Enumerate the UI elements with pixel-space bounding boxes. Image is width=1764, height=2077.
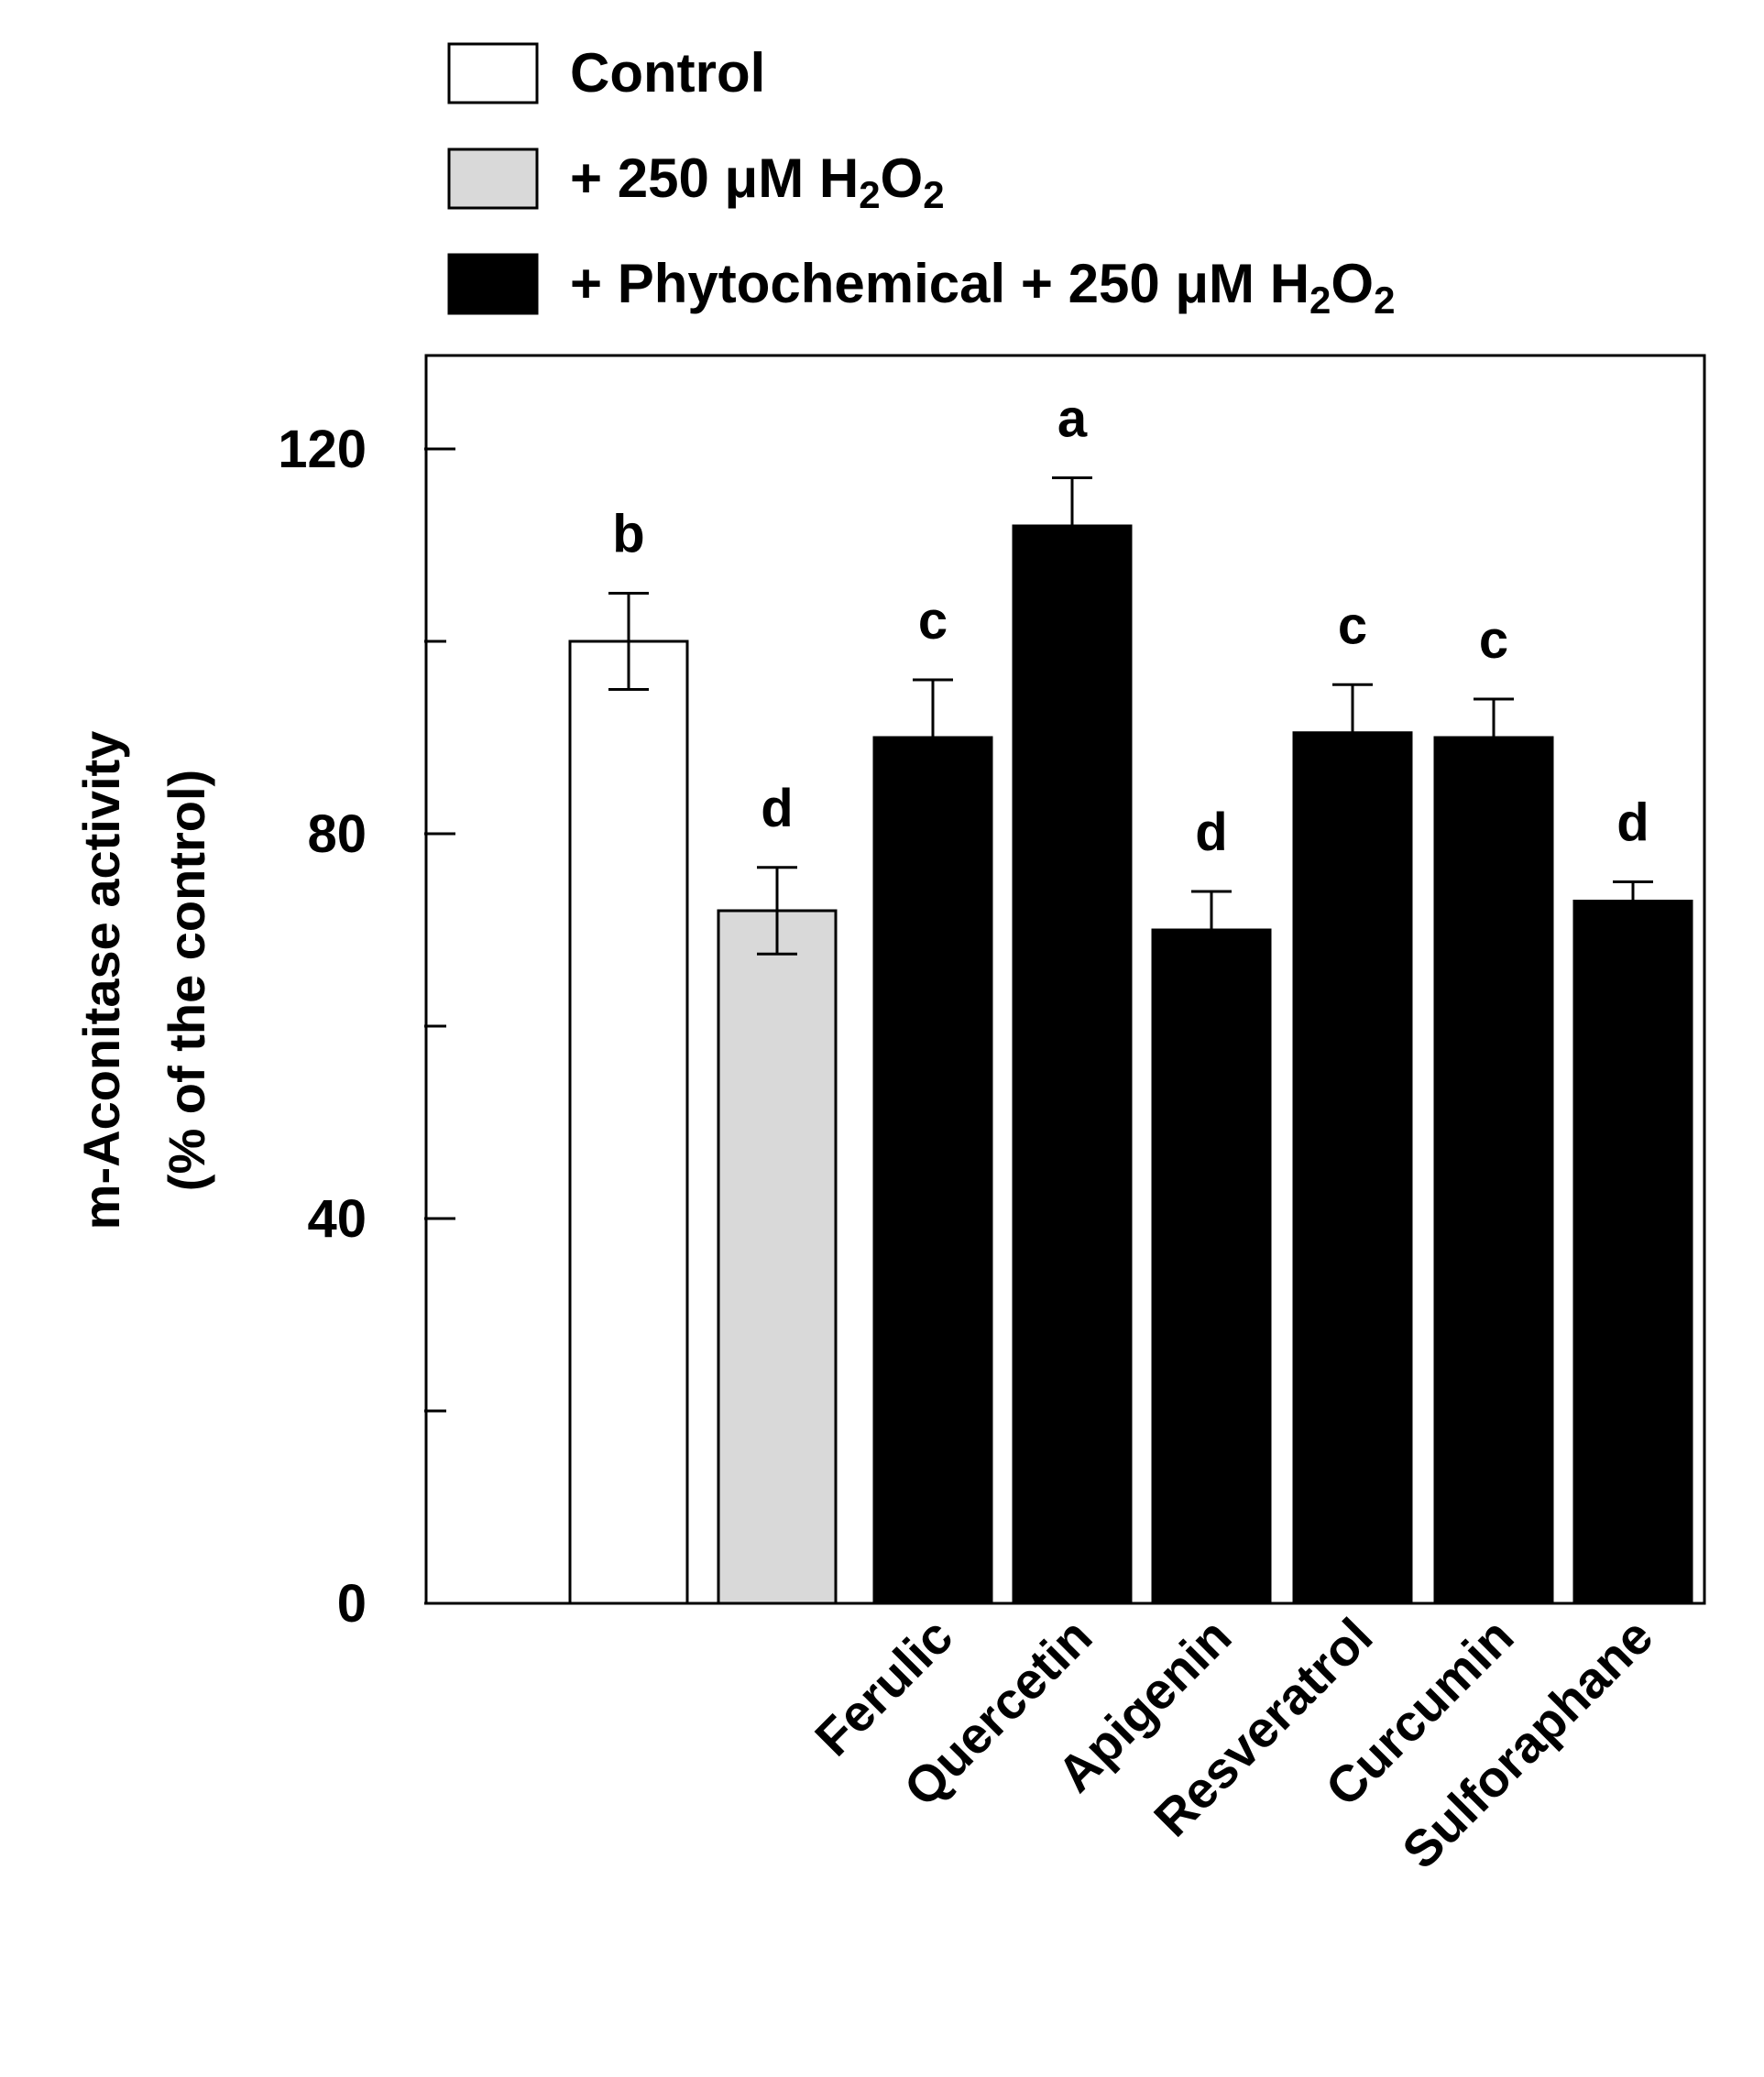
y-tick-label: 0 (337, 1574, 367, 1634)
bar (1572, 900, 1693, 1605)
legend-swatch (447, 148, 539, 210)
y-axis-title-line2: (% of the control) (158, 770, 215, 1191)
bar (1151, 928, 1272, 1605)
significance-letter: c (1338, 596, 1367, 655)
significance-letter: c (918, 591, 948, 650)
legend-swatch (447, 253, 539, 315)
legend-swatch (447, 42, 539, 104)
x-tick-label: Sulforaphane (1391, 1607, 1664, 1880)
legend-label: Control (570, 42, 765, 104)
bar (872, 736, 993, 1605)
bar (1012, 524, 1133, 1605)
plot-area: 0 40 80 120 b d c a d c c d (278, 354, 1706, 1634)
legend-item: + Phytochemical + 250 μM H2O2 (447, 253, 1395, 322)
y-tick-label: 40 (307, 1189, 367, 1249)
y-axis-title: m-Aconitase activity (% of the control) (72, 731, 215, 1230)
y-axis-title-line1: m-Aconitase activity (72, 731, 130, 1230)
significance-letter: d (761, 779, 793, 838)
y-axis: 0 40 80 120 (278, 420, 455, 1634)
significance-letter: d (1195, 803, 1227, 862)
significance-letter: b (612, 505, 644, 564)
bar (1433, 736, 1554, 1605)
legend-label: + Phytochemical + 250 μM H2O2 (570, 253, 1395, 322)
legend: Control + 250 μM H2O2 + Phytochemical + 25… (447, 42, 1395, 322)
significance-letter: d (1616, 793, 1649, 853)
legend-label: + 250 μM H2O2 (570, 148, 945, 216)
significance-letter: c (1479, 610, 1508, 670)
bars: b d c a d c c d (568, 389, 1693, 1605)
legend-item: + 250 μM H2O2 (447, 148, 945, 216)
y-tick-label: 120 (278, 420, 367, 479)
legend-item: Control (447, 42, 765, 104)
bar (1292, 731, 1413, 1605)
y-tick-label: 80 (307, 804, 367, 864)
bar (568, 639, 689, 1605)
bar (717, 909, 838, 1605)
significance-letter: a (1057, 389, 1088, 449)
x-axis-labels: FerulicQuercetinApigeninResveratrolCurcu… (804, 1607, 1663, 1880)
